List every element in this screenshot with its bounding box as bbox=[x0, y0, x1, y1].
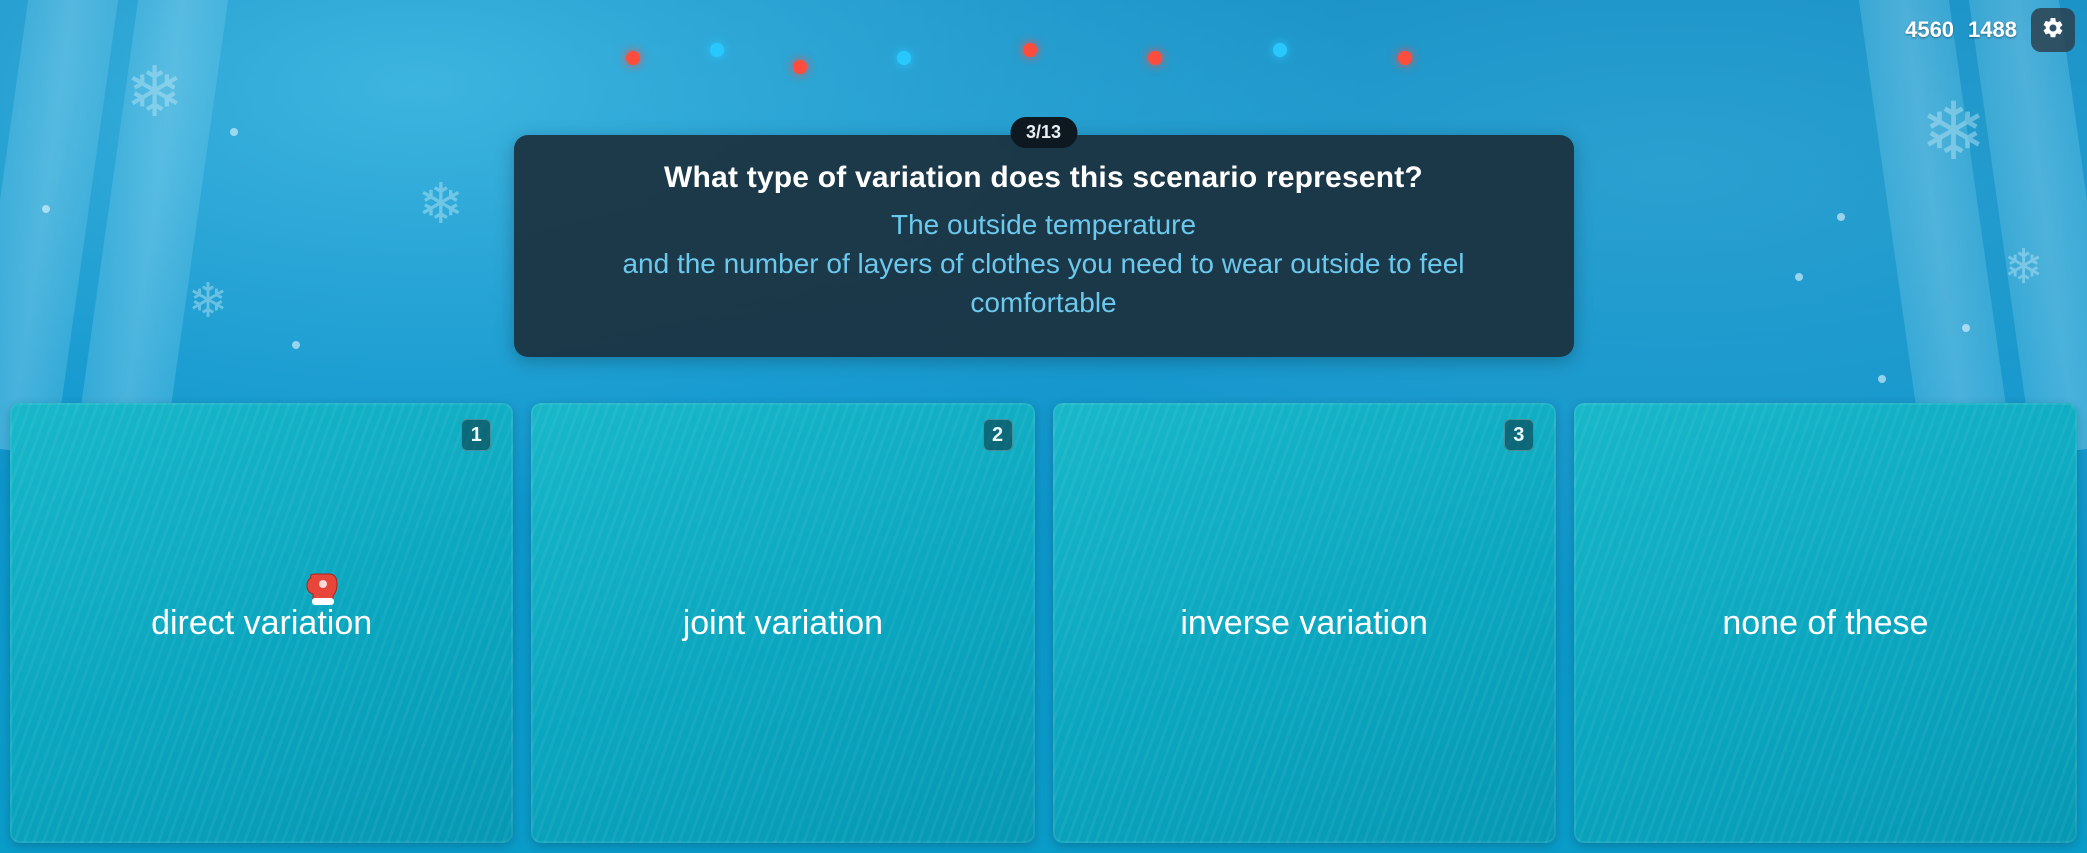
snow-dot bbox=[1962, 324, 1970, 332]
gear-icon bbox=[2041, 16, 2065, 45]
string-light-bulb bbox=[1398, 51, 1412, 65]
curtain-left bbox=[0, 0, 315, 450]
score-primary: 4560 bbox=[1905, 17, 1954, 43]
settings-button[interactable] bbox=[2031, 8, 2075, 52]
answer-option-3[interactable]: 3 inverse variation bbox=[1053, 403, 1556, 843]
question-card: 3/13 What type of variation does this sc… bbox=[514, 135, 1574, 357]
snow-dot bbox=[230, 128, 238, 136]
string-light-bulb bbox=[1273, 43, 1287, 57]
answer-label: inverse variation bbox=[1180, 604, 1428, 643]
question-subtitle: The outside temperature and the number o… bbox=[554, 205, 1534, 323]
string-light-bulb bbox=[897, 51, 911, 65]
answer-option-4[interactable]: none of these bbox=[1574, 403, 2077, 843]
answer-key-badge: 2 bbox=[983, 419, 1013, 451]
snow-dot bbox=[1837, 213, 1845, 221]
string-light-bulb bbox=[1023, 43, 1037, 57]
progress-indicator: 3/13 bbox=[1010, 117, 1077, 148]
string-light-bulb bbox=[793, 60, 807, 74]
topbar: 4560 1488 bbox=[1905, 8, 2075, 52]
answer-option-1[interactable]: 1 direct variation bbox=[10, 403, 513, 843]
snow-dot bbox=[292, 341, 300, 349]
string-light-bulb bbox=[626, 51, 640, 65]
answers-row: 1 direct variation 2 joint variation 3 invers… bbox=[0, 403, 2087, 853]
curtain-right bbox=[1772, 0, 2087, 450]
answer-key-badge: 3 bbox=[1504, 419, 1534, 451]
answer-option-2[interactable]: 2 joint variation bbox=[531, 403, 1034, 843]
answer-label: none of these bbox=[1722, 604, 1928, 643]
question-subtitle-line2: and the number of layers of clothes you … bbox=[622, 248, 1464, 318]
question-subtitle-line1: The outside temperature bbox=[891, 209, 1196, 240]
question-title: What type of variation does this scenari… bbox=[554, 161, 1534, 195]
answer-label: joint variation bbox=[683, 604, 883, 643]
snow-dot bbox=[42, 205, 50, 213]
answer-key-badge: 1 bbox=[461, 419, 491, 451]
string-light-bulb bbox=[1148, 51, 1162, 65]
answer-label: direct variation bbox=[151, 604, 372, 643]
snow-dot bbox=[1795, 273, 1803, 281]
snowflake-icon: ❄ bbox=[417, 171, 464, 237]
string-light-bulb bbox=[710, 43, 724, 57]
score-secondary: 1488 bbox=[1968, 17, 2017, 43]
